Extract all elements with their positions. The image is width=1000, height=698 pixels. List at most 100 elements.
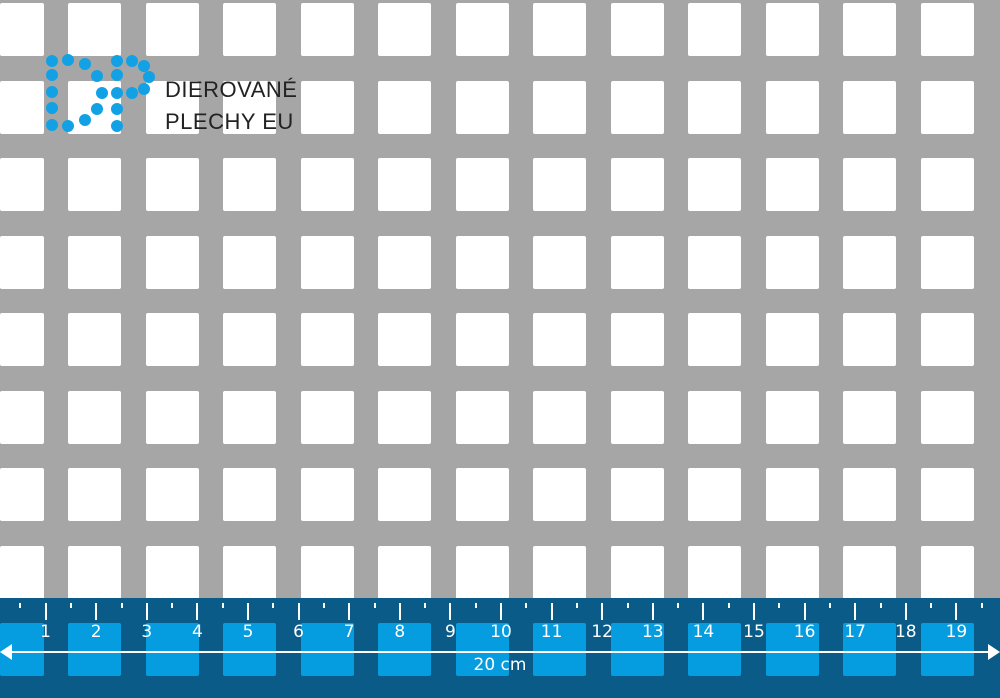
hole: [0, 390, 44, 444]
brand-name-line2: PLECHY EU: [165, 109, 294, 134]
hole: [765, 235, 819, 289]
logo-dot: [111, 103, 123, 115]
hole: [610, 390, 664, 444]
ruler-label: 1: [40, 622, 51, 642]
hole: [843, 158, 896, 211]
logo-dot: [126, 87, 138, 99]
ruler-label: 17: [844, 622, 866, 642]
ruler-label: 6: [293, 622, 304, 642]
hole: [920, 3, 974, 56]
major-tick: [44, 603, 47, 620]
major-tick: [196, 603, 199, 620]
hole: [68, 3, 121, 56]
logo-dot: [46, 86, 58, 98]
hole: [920, 545, 974, 599]
hole: [223, 390, 276, 444]
hole: [688, 623, 741, 676]
hole: [378, 623, 431, 676]
minor-tick: [980, 603, 983, 608]
hole: [0, 468, 44, 521]
logo-dot: [138, 60, 150, 72]
minor-tick: [575, 603, 578, 608]
length-label: 20 cm: [473, 655, 527, 675]
hole: [0, 313, 44, 366]
hole: [533, 313, 586, 366]
hole: [610, 313, 664, 366]
hole: [223, 468, 276, 521]
hole: [145, 235, 199, 289]
hole: [378, 313, 431, 366]
perforated-sheet-image: [0, 3, 974, 599]
major-tick: [651, 603, 654, 620]
ruler-scale: 1 2 3 4 5 6 7 8 9 10 11 12 13 14 15 16 17 18 19 20 cm: [0, 598, 1000, 698]
major-tick: [247, 603, 249, 620]
logo-dot: [62, 54, 74, 66]
hole: [533, 3, 586, 56]
logo-dot: [111, 55, 123, 67]
hole: [378, 468, 431, 521]
hole: [300, 390, 354, 444]
hole: [533, 468, 586, 521]
hole: [533, 623, 586, 676]
logo-dot: [111, 69, 123, 81]
logo-dot: [91, 70, 103, 82]
hole: [223, 235, 276, 289]
hole: [378, 3, 431, 56]
hole: [0, 3, 44, 56]
ruler-label: 16: [793, 622, 816, 642]
ruler-label: 3: [141, 622, 153, 642]
hole: [378, 235, 431, 289]
hole: [223, 545, 276, 599]
hole: [765, 80, 819, 134]
arrow-left-icon: [0, 644, 12, 660]
major-tick: [803, 603, 806, 620]
hole: [610, 235, 664, 289]
hole: [145, 545, 199, 599]
hole: [765, 623, 819, 676]
minor-tick: [171, 603, 174, 608]
logo-dot: [79, 114, 91, 126]
hole: [920, 80, 974, 134]
minor-tick: [828, 603, 831, 608]
logo-dot: [79, 58, 91, 70]
ruler-label: 19: [945, 622, 968, 642]
hole: [688, 235, 741, 289]
logo-dot: [46, 119, 58, 131]
hole: [455, 468, 509, 521]
logo-dot: [138, 83, 150, 95]
major-tick: [297, 603, 300, 620]
logo-dot: [46, 102, 58, 114]
hole: [223, 3, 276, 56]
hole: [455, 235, 509, 289]
hole: [765, 390, 819, 444]
hole: [765, 3, 819, 56]
hole: [765, 158, 819, 211]
major-tick: [550, 603, 553, 620]
hole: [765, 468, 819, 521]
logo-dot: [46, 69, 58, 81]
logo-dot: [96, 87, 108, 99]
minor-tick: [120, 603, 123, 608]
hole: [223, 80, 276, 134]
hole: [533, 390, 586, 444]
logo-dot: [46, 55, 58, 67]
hole: [145, 468, 199, 521]
hole: [68, 468, 121, 521]
hole: [0, 158, 44, 211]
arrow-right-icon: [988, 644, 1000, 660]
major-tick: [95, 603, 98, 620]
major-tick: [449, 603, 452, 620]
minor-tick: [424, 603, 427, 608]
minor-tick: [778, 603, 781, 608]
hole: [378, 80, 431, 134]
hole: [223, 158, 276, 211]
hole: [610, 3, 664, 56]
hole: [765, 313, 819, 366]
major-tick: [500, 603, 502, 620]
hole: [920, 390, 974, 444]
hole: [300, 313, 354, 366]
hole: [145, 80, 199, 134]
logo-dot: [143, 71, 155, 83]
ruler-label: 13: [641, 622, 664, 642]
logo: DIEROVANÉ PLECHY EU: [40, 54, 320, 135]
